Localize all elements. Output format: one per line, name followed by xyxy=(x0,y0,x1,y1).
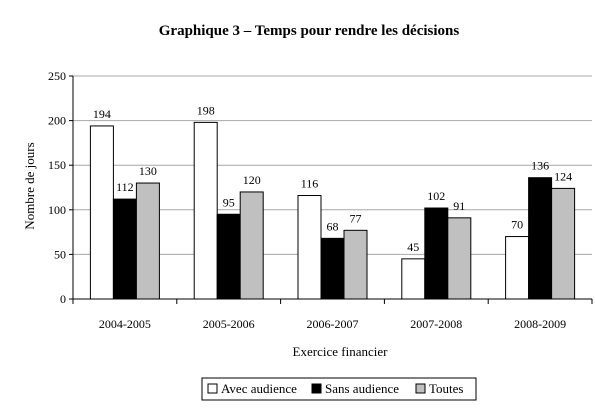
data-label: 116 xyxy=(301,177,319,191)
bar-toutes xyxy=(239,191,264,300)
y-tick-label: 200 xyxy=(48,114,66,128)
x-tick-label: 2008-2009 xyxy=(514,317,566,331)
data-label: 120 xyxy=(243,173,261,187)
y-tick-label: 150 xyxy=(48,158,66,172)
legend-label: Avec audience xyxy=(221,381,297,396)
bar-toutes xyxy=(551,187,576,300)
bar-avec-audience xyxy=(297,195,322,300)
bar-sans-audience xyxy=(112,198,137,300)
legend-swatch xyxy=(311,383,322,394)
y-tick-label: 0 xyxy=(60,292,66,306)
y-tick-label: 250 xyxy=(48,69,66,83)
bar-toutes xyxy=(343,229,368,300)
data-label: 95 xyxy=(223,195,235,209)
data-label: 102 xyxy=(427,189,445,203)
x-tick-label: 2004-2005 xyxy=(99,317,151,331)
x-tick-label: 2005-2006 xyxy=(203,317,255,331)
data-label: 45 xyxy=(407,240,419,254)
x-tick-label: 2007-2008 xyxy=(410,317,462,331)
data-labels: 194 112 130 198 95 120 116 68 77 45 102 91 70 136 124 xyxy=(93,103,572,253)
data-label: 194 xyxy=(93,107,111,121)
legend-label: Sans audience xyxy=(325,381,399,396)
data-label: 77 xyxy=(350,211,362,225)
data-label: 91 xyxy=(453,199,465,213)
axes: 0 50 100 150 200 250 2004-2005 2005-2006 2006-20… xyxy=(48,69,593,331)
y-tick-label: 50 xyxy=(54,247,66,261)
y-axis-label: Nombre de jours xyxy=(22,142,37,229)
bar-avec-audience xyxy=(505,236,530,300)
legend-swatch xyxy=(207,383,218,394)
data-label: 70 xyxy=(511,218,523,232)
bar-toutes xyxy=(135,182,160,300)
data-label: 68 xyxy=(327,219,339,233)
bar-sans-audience xyxy=(216,213,241,300)
bars xyxy=(89,121,576,300)
bar-avec-audience xyxy=(401,258,426,300)
legend-swatch xyxy=(415,383,426,394)
data-label: 124 xyxy=(554,169,572,183)
chart-title: Graphique 3 – Temps pour rendre les déci… xyxy=(159,23,460,39)
data-label: 112 xyxy=(116,180,134,194)
data-label: 130 xyxy=(139,164,157,178)
bar-toutes xyxy=(447,217,472,300)
y-tick-label: 100 xyxy=(48,203,66,217)
data-label: 136 xyxy=(531,159,549,173)
bar-avec-audience xyxy=(89,125,114,300)
data-label: 198 xyxy=(197,103,215,117)
x-axis-label: Exercice financier xyxy=(293,344,389,359)
legend-label: Toutes xyxy=(429,381,463,396)
bar-sans-audience xyxy=(528,177,553,300)
bar-sans-audience xyxy=(424,207,449,300)
x-tick-label: 2006-2007 xyxy=(307,317,359,331)
bar-avec-audience xyxy=(193,121,218,300)
bar-sans-audience xyxy=(320,237,345,300)
legend: Avec audience Sans audience Toutes xyxy=(201,377,477,401)
legend-box xyxy=(201,377,477,401)
